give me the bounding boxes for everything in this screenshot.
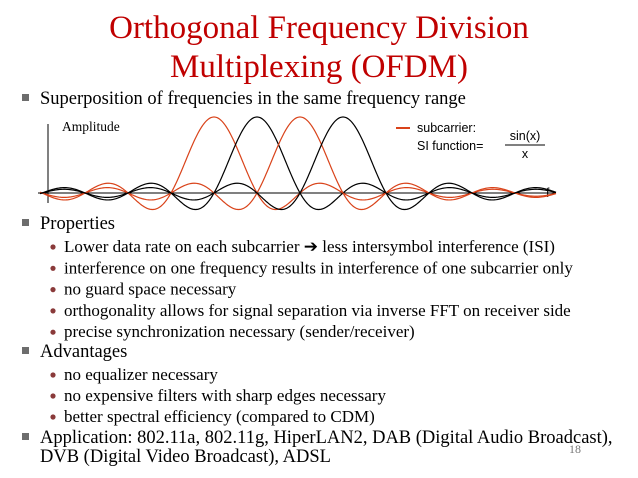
sub-list: Lower data rate on each subcarrier ➔ les… [50,237,573,341]
figure: Amplitude f subcarrier: SI function= sin… [38,116,557,211]
sub-bullet-marker [50,287,56,293]
bullet-text: DVB (Digital Video Broadcast), ADSL [40,447,331,467]
sub-item-text: interference on one frequency results in… [64,258,573,277]
sub-item-text: no guard space necessary [64,280,237,299]
sub-bullet-marker [50,393,56,399]
sub-bullet-marker [50,308,56,314]
sub-bullet-marker [50,372,56,378]
bullet-marker [22,347,29,354]
sub-list: no equalizer necessary no expensive filte… [50,365,386,426]
fraction-numerator: sin(x) [510,129,541,143]
title-line: Orthogonal Frequency Division [109,10,529,46]
x-axis-label: f [546,186,550,200]
bullet-text: Advantages [40,342,127,362]
subcarrier-curve [39,116,557,211]
fraction-denominator: x [522,147,529,161]
sub-item-text: precise synchronization necessary (sende… [64,322,415,341]
page-number: 18 [569,442,581,456]
bullet-text: Properties [40,214,115,234]
bullet-marker [22,219,29,226]
legend-label: subcarrier: [417,121,476,135]
y-axis-label: Amplitude [62,119,120,134]
legend-function-label: SI function= [417,139,483,153]
sub-item-text: Lower data rate on each subcarrier ➔ les… [64,237,555,256]
sub-bullet-marker [50,414,56,420]
title-line: Multiplexing (OFDM) [170,49,468,85]
sub-bullet-marker [50,329,56,335]
sub-item-text: better spectral efficiency (compared to … [64,407,375,426]
sub-bullet-marker [50,265,56,271]
sub-bullet-marker [50,244,56,250]
sub-item-text: no equalizer necessary [64,365,218,384]
sub-item-text: no expensive filters with sharp edges ne… [64,386,386,405]
bullet-text: Superposition of frequencies in the same… [40,89,466,109]
bullet-marker [22,94,29,101]
bullet-marker [22,433,29,440]
bullet-text: Application: 802.11a, 802.11g, HiperLAN2… [40,428,613,448]
subcarrier-curve [39,116,557,211]
sub-item-text: orthogonality allows for signal separati… [64,301,571,320]
